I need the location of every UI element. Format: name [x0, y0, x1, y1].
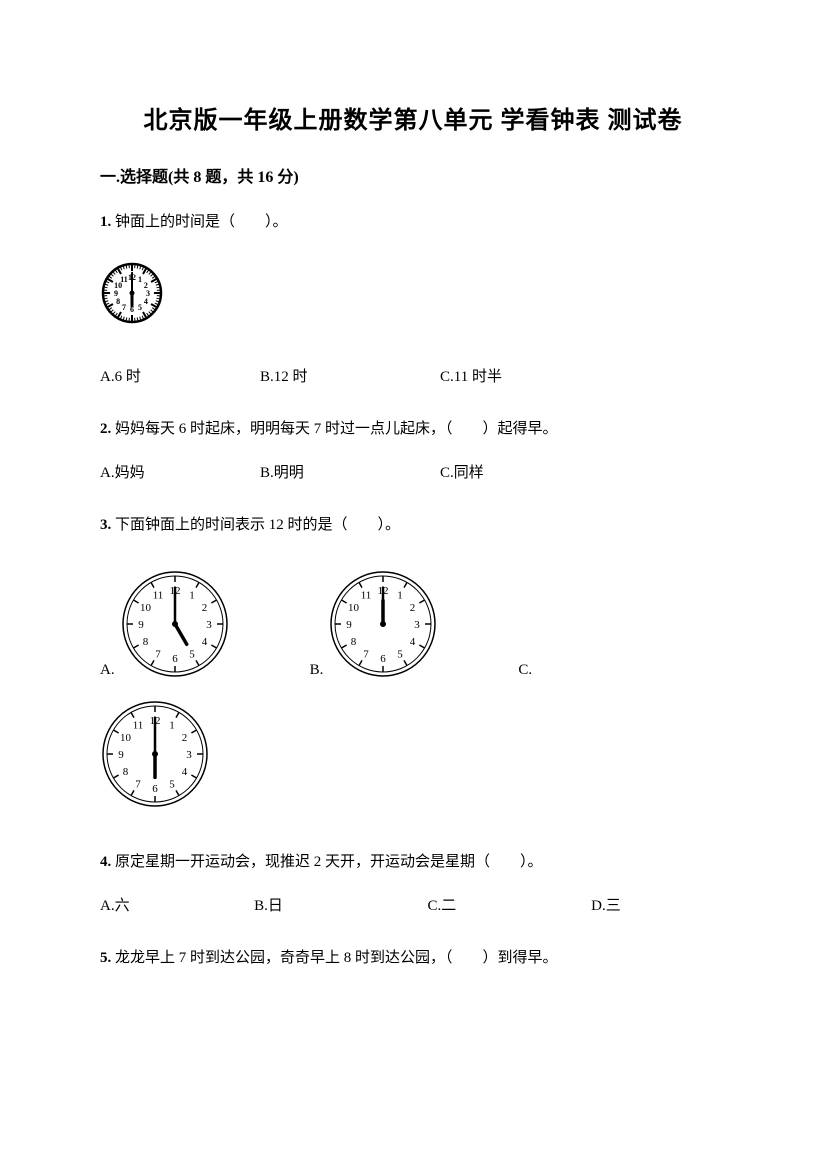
svg-text:4: 4: [410, 636, 416, 648]
q4-option-c: C.二: [427, 894, 591, 915]
svg-text:11: 11: [133, 720, 144, 732]
svg-text:2: 2: [201, 602, 207, 614]
page-title: 北京版一年级上册数学第八单元 学看钟表 测试卷: [100, 100, 726, 135]
q5-text: 龙龙早上 7 时到达公园，奇奇早上 8 时到达公园，（ ）到得早。: [115, 950, 558, 966]
svg-text:11: 11: [361, 590, 372, 602]
q1-clock: 123456789101112: [100, 261, 726, 330]
svg-text:7: 7: [155, 648, 161, 660]
svg-text:11: 11: [152, 590, 163, 602]
q3-number: 3.: [100, 517, 111, 533]
svg-text:1: 1: [169, 720, 175, 732]
svg-text:9: 9: [347, 619, 353, 631]
q3-clock-b: B. 123456789101112: [310, 569, 439, 679]
svg-text:4: 4: [201, 636, 207, 648]
svg-text:9: 9: [138, 619, 144, 631]
svg-text:3: 3: [186, 749, 192, 761]
q3-clock-c: C.: [518, 662, 537, 679]
svg-text:4: 4: [182, 766, 188, 778]
q4-options: A.六 B.日 C.二 D.三: [100, 894, 726, 915]
q3-text: 下面钟面上的时间表示 12 时的是（ ）。: [115, 517, 400, 533]
svg-text:7: 7: [122, 303, 126, 312]
q3-clock-c-image: 123456789101112: [100, 699, 726, 814]
q2-number: 2.: [100, 421, 111, 437]
q1-options: A.6 时 B.12 时 C.11 时半: [100, 365, 726, 386]
q1-option-c: C.11 时半: [440, 365, 610, 386]
q4-option-d: D.三: [591, 894, 726, 915]
svg-text:8: 8: [351, 636, 357, 648]
svg-text:6: 6: [381, 653, 387, 665]
clock-icon: 123456789101112: [100, 699, 210, 809]
q2-option-c: C.同样: [440, 461, 610, 482]
svg-text:6: 6: [172, 653, 178, 665]
q1-option-a: A.6 时: [100, 365, 260, 386]
q3-clocks: A. 123456789101112 B. 123456789101112 C.…: [100, 569, 726, 814]
question-2: 2. 妈妈每天 6 时起床，明明每天 7 时过一点儿起床，（ ）起得早。: [100, 416, 726, 443]
svg-text:9: 9: [114, 289, 118, 298]
q2-text: 妈妈每天 6 时起床，明明每天 7 时过一点儿起床，（ ）起得早。: [115, 421, 558, 437]
clock-icon: 123456789101112: [328, 569, 438, 679]
q1-text: 钟面上的时间是（ ）。: [115, 214, 288, 230]
svg-text:8: 8: [116, 297, 120, 306]
q2-option-a: A.妈妈: [100, 461, 260, 482]
q5-number: 5.: [100, 950, 111, 966]
q3-label-c: C.: [518, 662, 532, 679]
q2-option-b: B.明明: [260, 461, 440, 482]
section-header: 一.选择题(共 8 题，共 16 分): [100, 163, 726, 187]
clock-icon: 123456789101112: [120, 569, 230, 679]
svg-text:1: 1: [398, 590, 404, 602]
q1-option-b: B.12 时: [260, 365, 440, 386]
svg-text:5: 5: [169, 778, 175, 790]
svg-text:11: 11: [120, 275, 128, 284]
svg-text:1: 1: [189, 590, 195, 602]
clock-icon: 123456789101112: [100, 261, 164, 325]
svg-text:5: 5: [138, 303, 142, 312]
svg-text:2: 2: [182, 732, 188, 744]
q3-label-a: A.: [100, 662, 115, 679]
svg-text:3: 3: [415, 619, 421, 631]
q3-clock-a: A. 123456789101112: [100, 569, 230, 679]
svg-text:8: 8: [142, 636, 148, 648]
svg-text:10: 10: [348, 602, 360, 614]
svg-text:5: 5: [189, 648, 195, 660]
question-5: 5. 龙龙早上 7 时到达公园，奇奇早上 8 时到达公园，（ ）到得早。: [100, 945, 726, 972]
svg-text:6: 6: [152, 783, 158, 795]
q1-number: 1.: [100, 214, 111, 230]
q3-label-b: B.: [310, 662, 324, 679]
svg-text:5: 5: [398, 648, 404, 660]
svg-text:2: 2: [410, 602, 416, 614]
q2-options: A.妈妈 B.明明 C.同样: [100, 461, 726, 482]
q4-number: 4.: [100, 854, 111, 870]
svg-text:8: 8: [123, 766, 129, 778]
svg-text:10: 10: [140, 602, 152, 614]
svg-text:7: 7: [135, 778, 141, 790]
question-3: 3. 下面钟面上的时间表示 12 时的是（ ）。: [100, 512, 726, 539]
svg-text:1: 1: [138, 275, 142, 284]
question-4: 4. 原定星期一开运动会，现推迟 2 天开，开运动会是星期（ ）。: [100, 849, 726, 876]
q4-text: 原定星期一开运动会，现推迟 2 天开，开运动会是星期（ ）。: [115, 854, 543, 870]
q4-option-b: B.日: [254, 894, 427, 915]
svg-text:10: 10: [120, 732, 132, 744]
svg-text:3: 3: [206, 619, 212, 631]
svg-text:4: 4: [144, 297, 148, 306]
q4-option-a: A.六: [100, 894, 254, 915]
svg-text:9: 9: [118, 749, 124, 761]
question-1: 1. 钟面上的时间是（ ）。: [100, 209, 726, 236]
svg-text:7: 7: [364, 648, 370, 660]
